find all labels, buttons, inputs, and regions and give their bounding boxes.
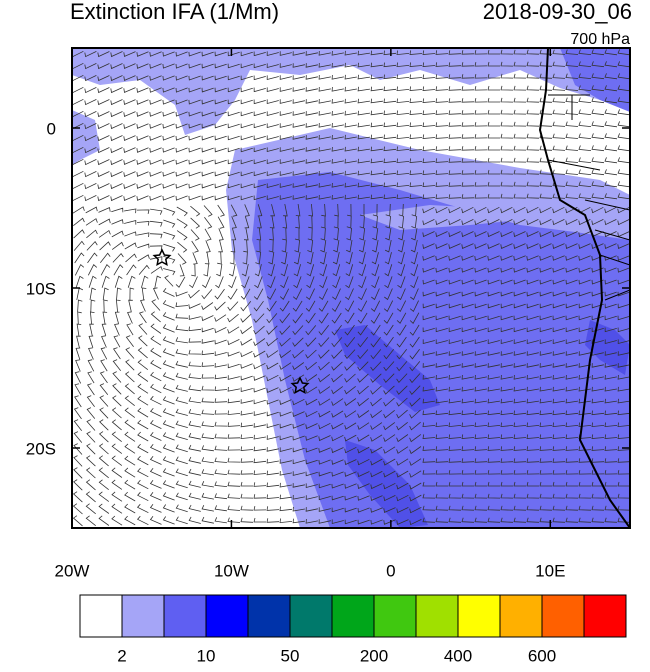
y-tick-label: 10S — [26, 279, 56, 298]
colorbar-box — [163, 594, 207, 638]
colorbar-box — [499, 594, 543, 638]
x-tick-label: 20W — [55, 561, 90, 580]
colorbar-box — [457, 594, 501, 638]
colorbar-label: 200 — [360, 646, 388, 665]
colorbar-box — [541, 594, 585, 638]
colorbar-box — [415, 594, 459, 638]
y-tick-label: 20S — [26, 439, 56, 458]
colorbar-label: 50 — [281, 646, 300, 665]
x-tick-label: 0 — [386, 561, 395, 580]
colorbar-box — [583, 594, 627, 638]
colorbar-box — [289, 594, 333, 638]
y-tick-label: 0 — [47, 119, 56, 138]
x-tick-label: 10W — [214, 561, 249, 580]
x-tick-label: 10E — [535, 561, 565, 580]
colorbar-label: 400 — [444, 646, 472, 665]
colorbar-label: 600 — [528, 646, 556, 665]
colorbar-box — [247, 594, 291, 638]
colorbar-label: 2 — [117, 646, 126, 665]
shading — [72, 48, 630, 528]
colorbar-box — [79, 594, 123, 638]
colorbar-box — [121, 594, 165, 638]
map-level: 700 hPa — [570, 31, 630, 48]
map-title: Extinction IFA (1/Mm) — [70, 0, 279, 24]
colorbar-box — [331, 594, 375, 638]
colorbar-label: 10 — [197, 646, 216, 665]
map-time: 2018-09-30_06 — [483, 0, 632, 24]
colorbar-box — [205, 594, 249, 638]
colorbar-box — [373, 594, 417, 638]
